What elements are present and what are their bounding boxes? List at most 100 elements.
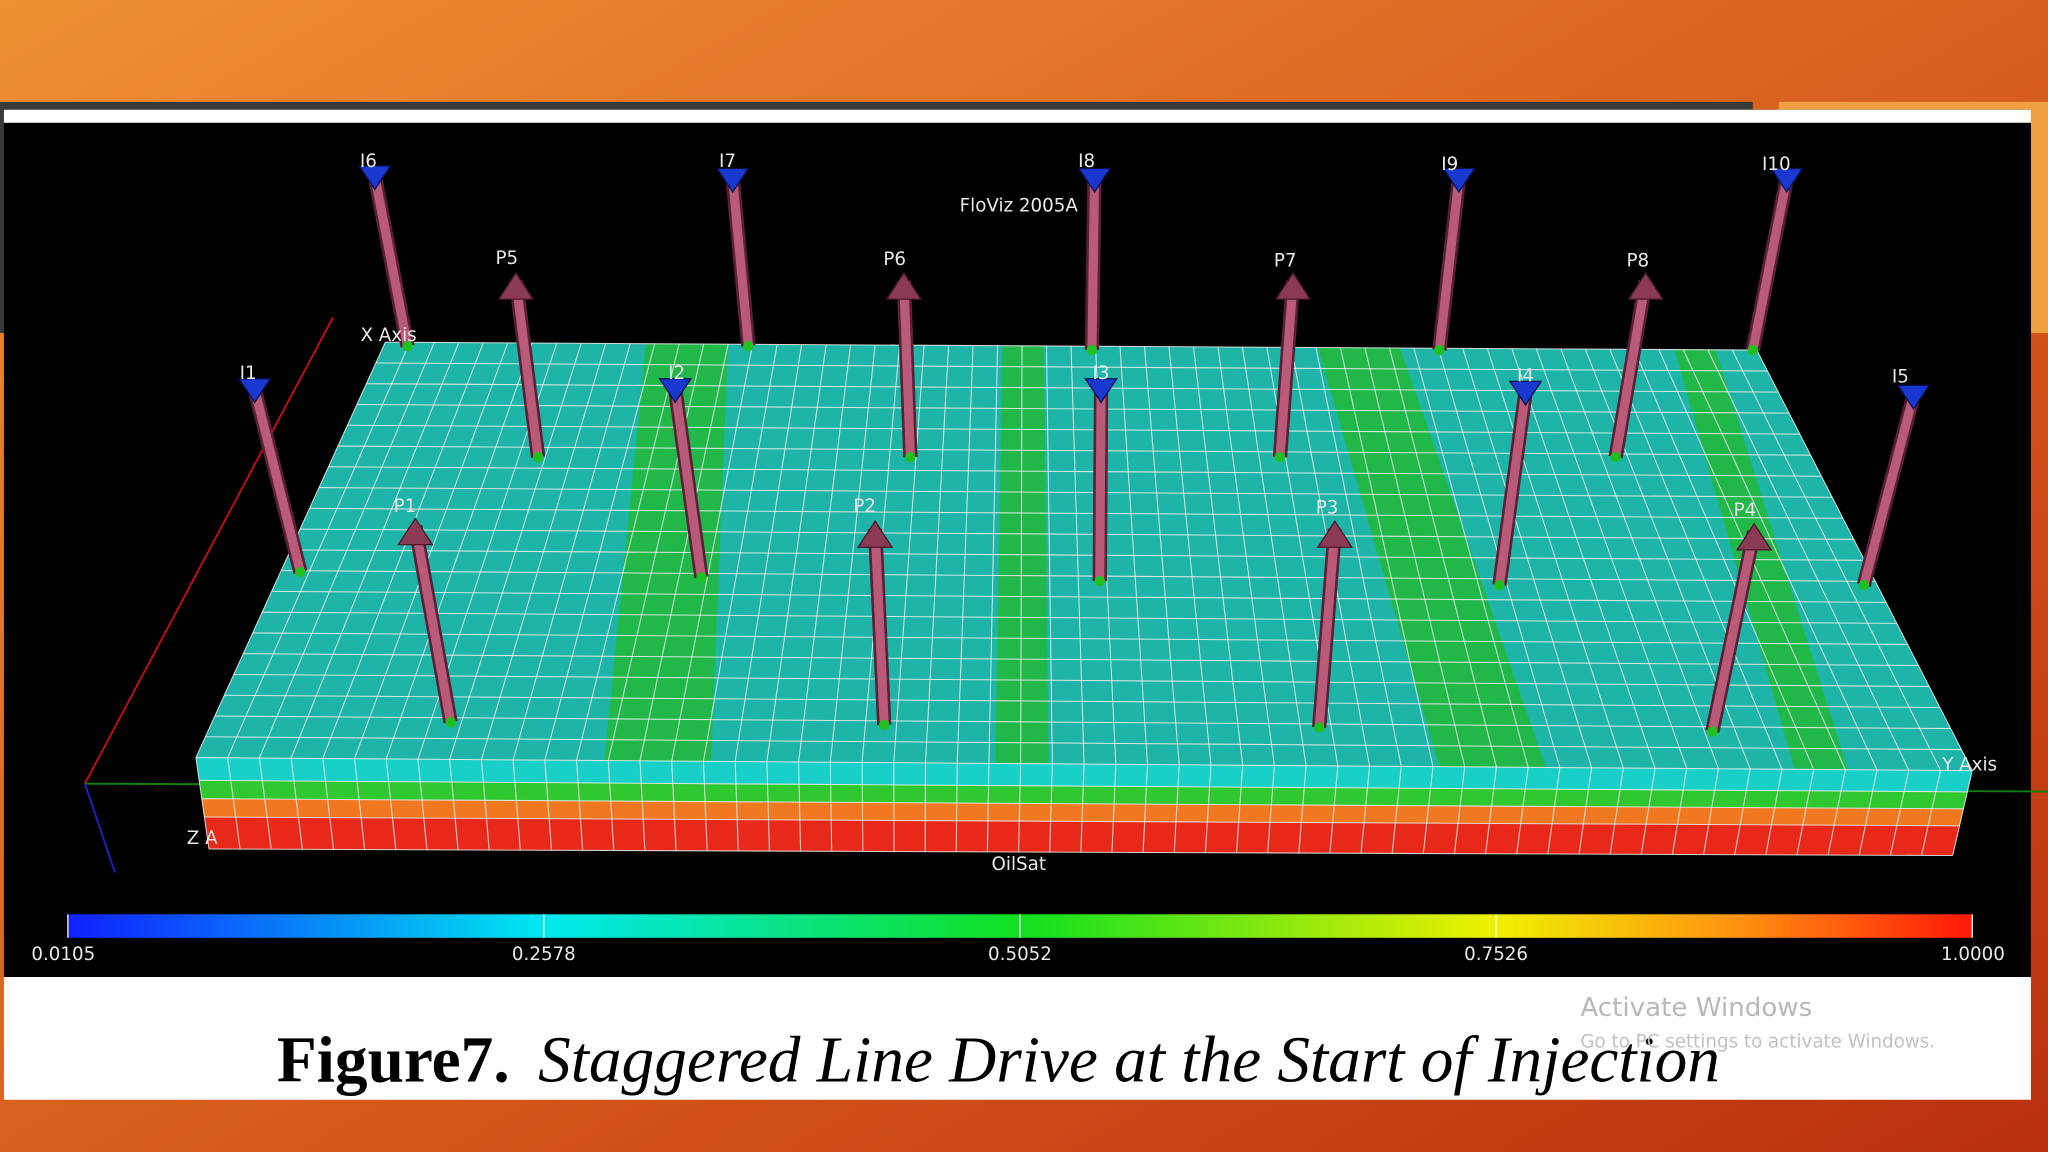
grid-line: [214, 715, 1951, 730]
grid-line: [243, 653, 1919, 666]
producer-well: P4: [1705, 500, 1773, 737]
viewer-watermark: FloViz 2005A: [960, 196, 1079, 217]
grid-line: [375, 362, 1768, 372]
well-label: P8: [1627, 250, 1650, 271]
activate-title: Activate Windows: [1580, 993, 1812, 1023]
caption-label: Figure7.: [277, 1024, 510, 1096]
producer-well: P2: [853, 496, 894, 731]
injector-well: I2: [658, 363, 709, 583]
well-base: [402, 340, 413, 352]
well-base: [1313, 722, 1325, 733]
grid-line: [208, 848, 1953, 857]
producer-well: P7: [1272, 250, 1312, 463]
grid-line: [281, 570, 1876, 582]
injector-well: I9: [1432, 154, 1476, 356]
injector-well: I5: [1856, 367, 1931, 591]
axis-x: [84, 316, 334, 785]
grid-line: [224, 694, 1940, 709]
producer-arrow: [497, 271, 535, 300]
well-label: P5: [495, 248, 518, 269]
caption-area: [3, 976, 2032, 1100]
well-pipe: [1087, 178, 1100, 351]
grid-line: [385, 341, 1757, 351]
well-base: [1086, 344, 1098, 356]
producer-well: P8: [1608, 250, 1664, 463]
well-base: [743, 340, 754, 352]
well-pipe: [1434, 178, 1464, 351]
producer-arrow: [1316, 519, 1354, 548]
axis-z: [83, 783, 116, 873]
well-base: [1434, 344, 1445, 356]
well-pipe: [1494, 391, 1531, 586]
reservoir-scene: I6 I7 I8 I9 I10 P5 P6 P7 P8 I1 I2 I3 I4 I5 P1 P2 P3 P4: [83, 151, 2048, 873]
grid-line: [199, 779, 1968, 793]
well-base: [445, 717, 456, 728]
producer-arrow: [397, 517, 434, 546]
well-pipe: [899, 280, 915, 458]
grid-line: [271, 590, 1887, 603]
colorbar-tick-label: 0.0105: [31, 944, 95, 965]
grid-line: [300, 528, 1854, 540]
injector-cone: [237, 378, 272, 404]
injector-cone: [1896, 384, 1931, 410]
injector-well: I10: [1745, 154, 1804, 356]
injector-well: I4: [1492, 365, 1543, 591]
well-pipe: [1748, 178, 1792, 351]
well-base: [905, 451, 916, 463]
grid-line: [195, 757, 1973, 772]
injector-cone: [1769, 167, 1804, 194]
injector-cone: [1084, 378, 1118, 404]
well-label: P1: [394, 496, 417, 517]
well-label: I10: [1762, 154, 1791, 175]
well-label: I5: [1892, 367, 1909, 388]
producer-arrow: [1627, 271, 1664, 300]
injector-well: I3: [1084, 363, 1118, 587]
grid-line: [366, 383, 1779, 393]
grid-line: [262, 611, 1897, 624]
well-label: I2: [668, 363, 685, 384]
well-label: I7: [719, 151, 736, 172]
producer-arrow: [1735, 522, 1773, 551]
grid-line: [233, 673, 1930, 688]
colorbar-ticks: 0.0105 0.2578 0.5052 0.7526 1.0000: [31, 914, 2005, 965]
well-base: [1707, 726, 1718, 737]
well-base: [1274, 451, 1286, 463]
producer-well: P1: [394, 496, 458, 728]
well-base: [295, 566, 306, 578]
injector-cone: [1508, 380, 1543, 407]
well-base: [532, 451, 544, 463]
z-axis-label: Z A: [187, 828, 218, 849]
well-pipe: [1859, 394, 1918, 587]
well-pipe: [250, 388, 305, 574]
producer-well: P6: [883, 249, 923, 463]
producer-arrow: [1274, 271, 1312, 300]
well-label: P6: [883, 249, 906, 270]
grid-line: [328, 466, 1822, 477]
injector-well: I6: [357, 151, 415, 352]
well-pipe: [1611, 280, 1651, 458]
colorbar-tick-label: 0.5052: [988, 944, 1052, 965]
injector-cone: [1077, 167, 1112, 194]
well-pipe: [511, 280, 543, 458]
injector-cone: [357, 165, 392, 191]
well-label: P7: [1274, 250, 1297, 271]
property-label: OilSat: [992, 854, 1046, 875]
well-base: [1494, 579, 1505, 591]
well-pipe: [728, 178, 753, 347]
grid-line: [356, 403, 1790, 414]
injector-well: I7: [715, 151, 756, 352]
injector-cone: [658, 378, 693, 404]
grid-line: [205, 736, 1962, 751]
grid-line: [337, 445, 1811, 456]
viewer-top-strip: [3, 109, 2032, 123]
well-base: [1747, 344, 1759, 356]
y-axis-label: Y Axis: [1941, 755, 1997, 776]
well-pipe: [870, 528, 889, 726]
colorbar-tick-label: 0.7526: [1464, 944, 1528, 965]
well-pipe: [670, 388, 706, 578]
producer-arrow: [885, 271, 923, 300]
well-base: [696, 572, 707, 583]
injector-cone: [715, 167, 750, 194]
well-label: P4: [1734, 500, 1757, 521]
